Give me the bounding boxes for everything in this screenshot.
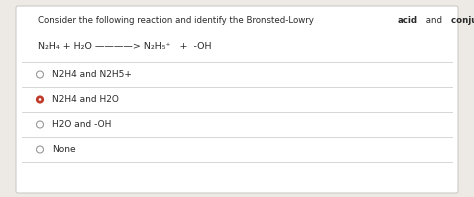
Text: None: None xyxy=(52,145,76,154)
Text: N2H4 and N2H5+: N2H4 and N2H5+ xyxy=(52,70,132,79)
FancyBboxPatch shape xyxy=(16,6,458,193)
Ellipse shape xyxy=(36,96,44,103)
Ellipse shape xyxy=(36,146,44,153)
Ellipse shape xyxy=(39,98,41,101)
Text: H2O and -OH: H2O and -OH xyxy=(52,120,111,129)
Ellipse shape xyxy=(36,121,44,128)
Text: and: and xyxy=(423,16,445,25)
Text: N₂H₄ + H₂O ————> N₂H₅⁺   +  -OH: N₂H₄ + H₂O ————> N₂H₅⁺ + -OH xyxy=(38,42,211,51)
Text: conjugate base: conjugate base xyxy=(451,16,474,25)
Text: acid: acid xyxy=(398,16,418,25)
Ellipse shape xyxy=(36,71,44,78)
Text: N2H4 and H2O: N2H4 and H2O xyxy=(52,95,119,104)
Text: Consider the following reaction and identify the Bronsted-Lowry: Consider the following reaction and iden… xyxy=(38,16,317,25)
